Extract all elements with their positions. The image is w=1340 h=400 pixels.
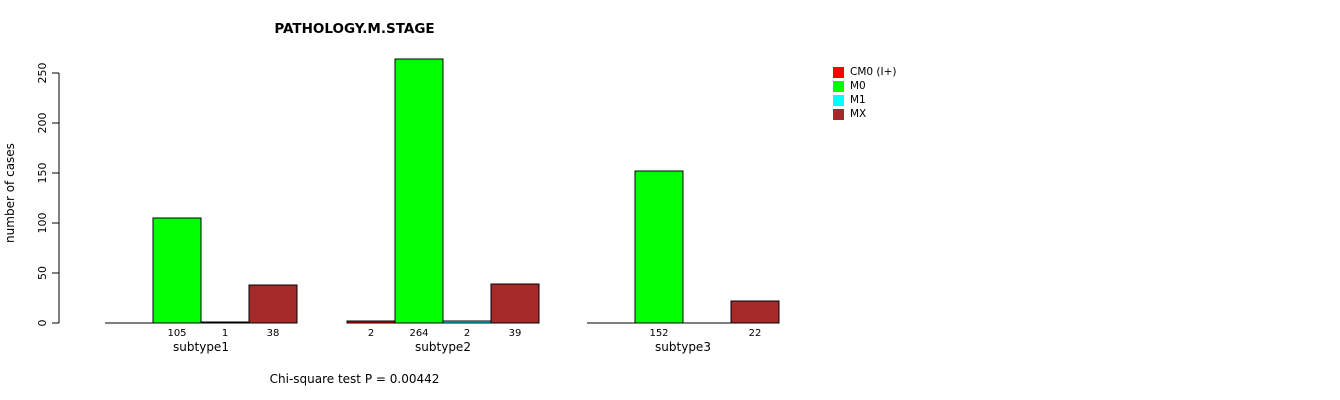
y-tick-label: 250 [36,63,49,84]
legend-item-cm0-i: CM0 (I+) [833,65,897,79]
bar-subtype2-M1 [442,320,492,324]
y-tick-label: 200 [36,113,49,134]
legend-item-m0: M0 [833,79,897,93]
stat-annotation: Chi-square test P = 0.00442 [269,372,440,386]
bar-value-label: 105 [167,328,186,339]
bar-value-label: 1 [222,328,228,339]
bar-subtype3-MX [730,300,780,324]
bar-value-label: 38 [267,328,280,339]
bar-subtype1-M1 [200,321,250,324]
legend-label: MX [850,108,867,120]
legend-swatch [833,66,844,78]
bar-subtype1-MX [248,284,298,324]
y-tick-label: 0 [36,320,49,327]
legend-item-mx: MX [833,107,897,121]
chart-title: PATHOLOGY.M.STAGE [274,21,435,37]
bar-subtype2-CM0 (I+) [346,320,396,324]
bar-subtype2-M0 [394,58,444,324]
y-tick-label: 100 [36,213,49,234]
bar-value-label: 22 [749,328,762,339]
legend: CM0 (I+) M0 M1 MX [833,65,897,121]
bar-subtype2-MX [490,283,540,324]
legend-swatch [833,80,844,92]
bar-value-label: 2 [464,328,470,339]
legend-item-m1: M1 [833,93,897,107]
legend-label: CM0 (I+) [850,66,897,78]
bar-value-label: 264 [409,328,428,339]
category-label-subtype1: subtype1 [173,340,229,354]
bar-value-label: 152 [649,328,668,339]
y-tick-label: 50 [36,266,49,280]
bar-value-label: 2 [368,328,374,339]
bar-subtype1-M0 [152,217,202,324]
category-label-subtype2: subtype2 [415,340,471,354]
legend-swatch [833,108,844,120]
bar-value-label: 39 [509,328,522,339]
y-axis-label: number of cases [3,143,17,243]
y-tick-label: 150 [36,163,49,184]
legend-label: M1 [850,94,866,106]
legend-swatch [833,94,844,106]
category-label-subtype3: subtype3 [655,340,711,354]
bar-subtype3-M0 [634,170,684,324]
legend-label: M0 [850,80,866,92]
